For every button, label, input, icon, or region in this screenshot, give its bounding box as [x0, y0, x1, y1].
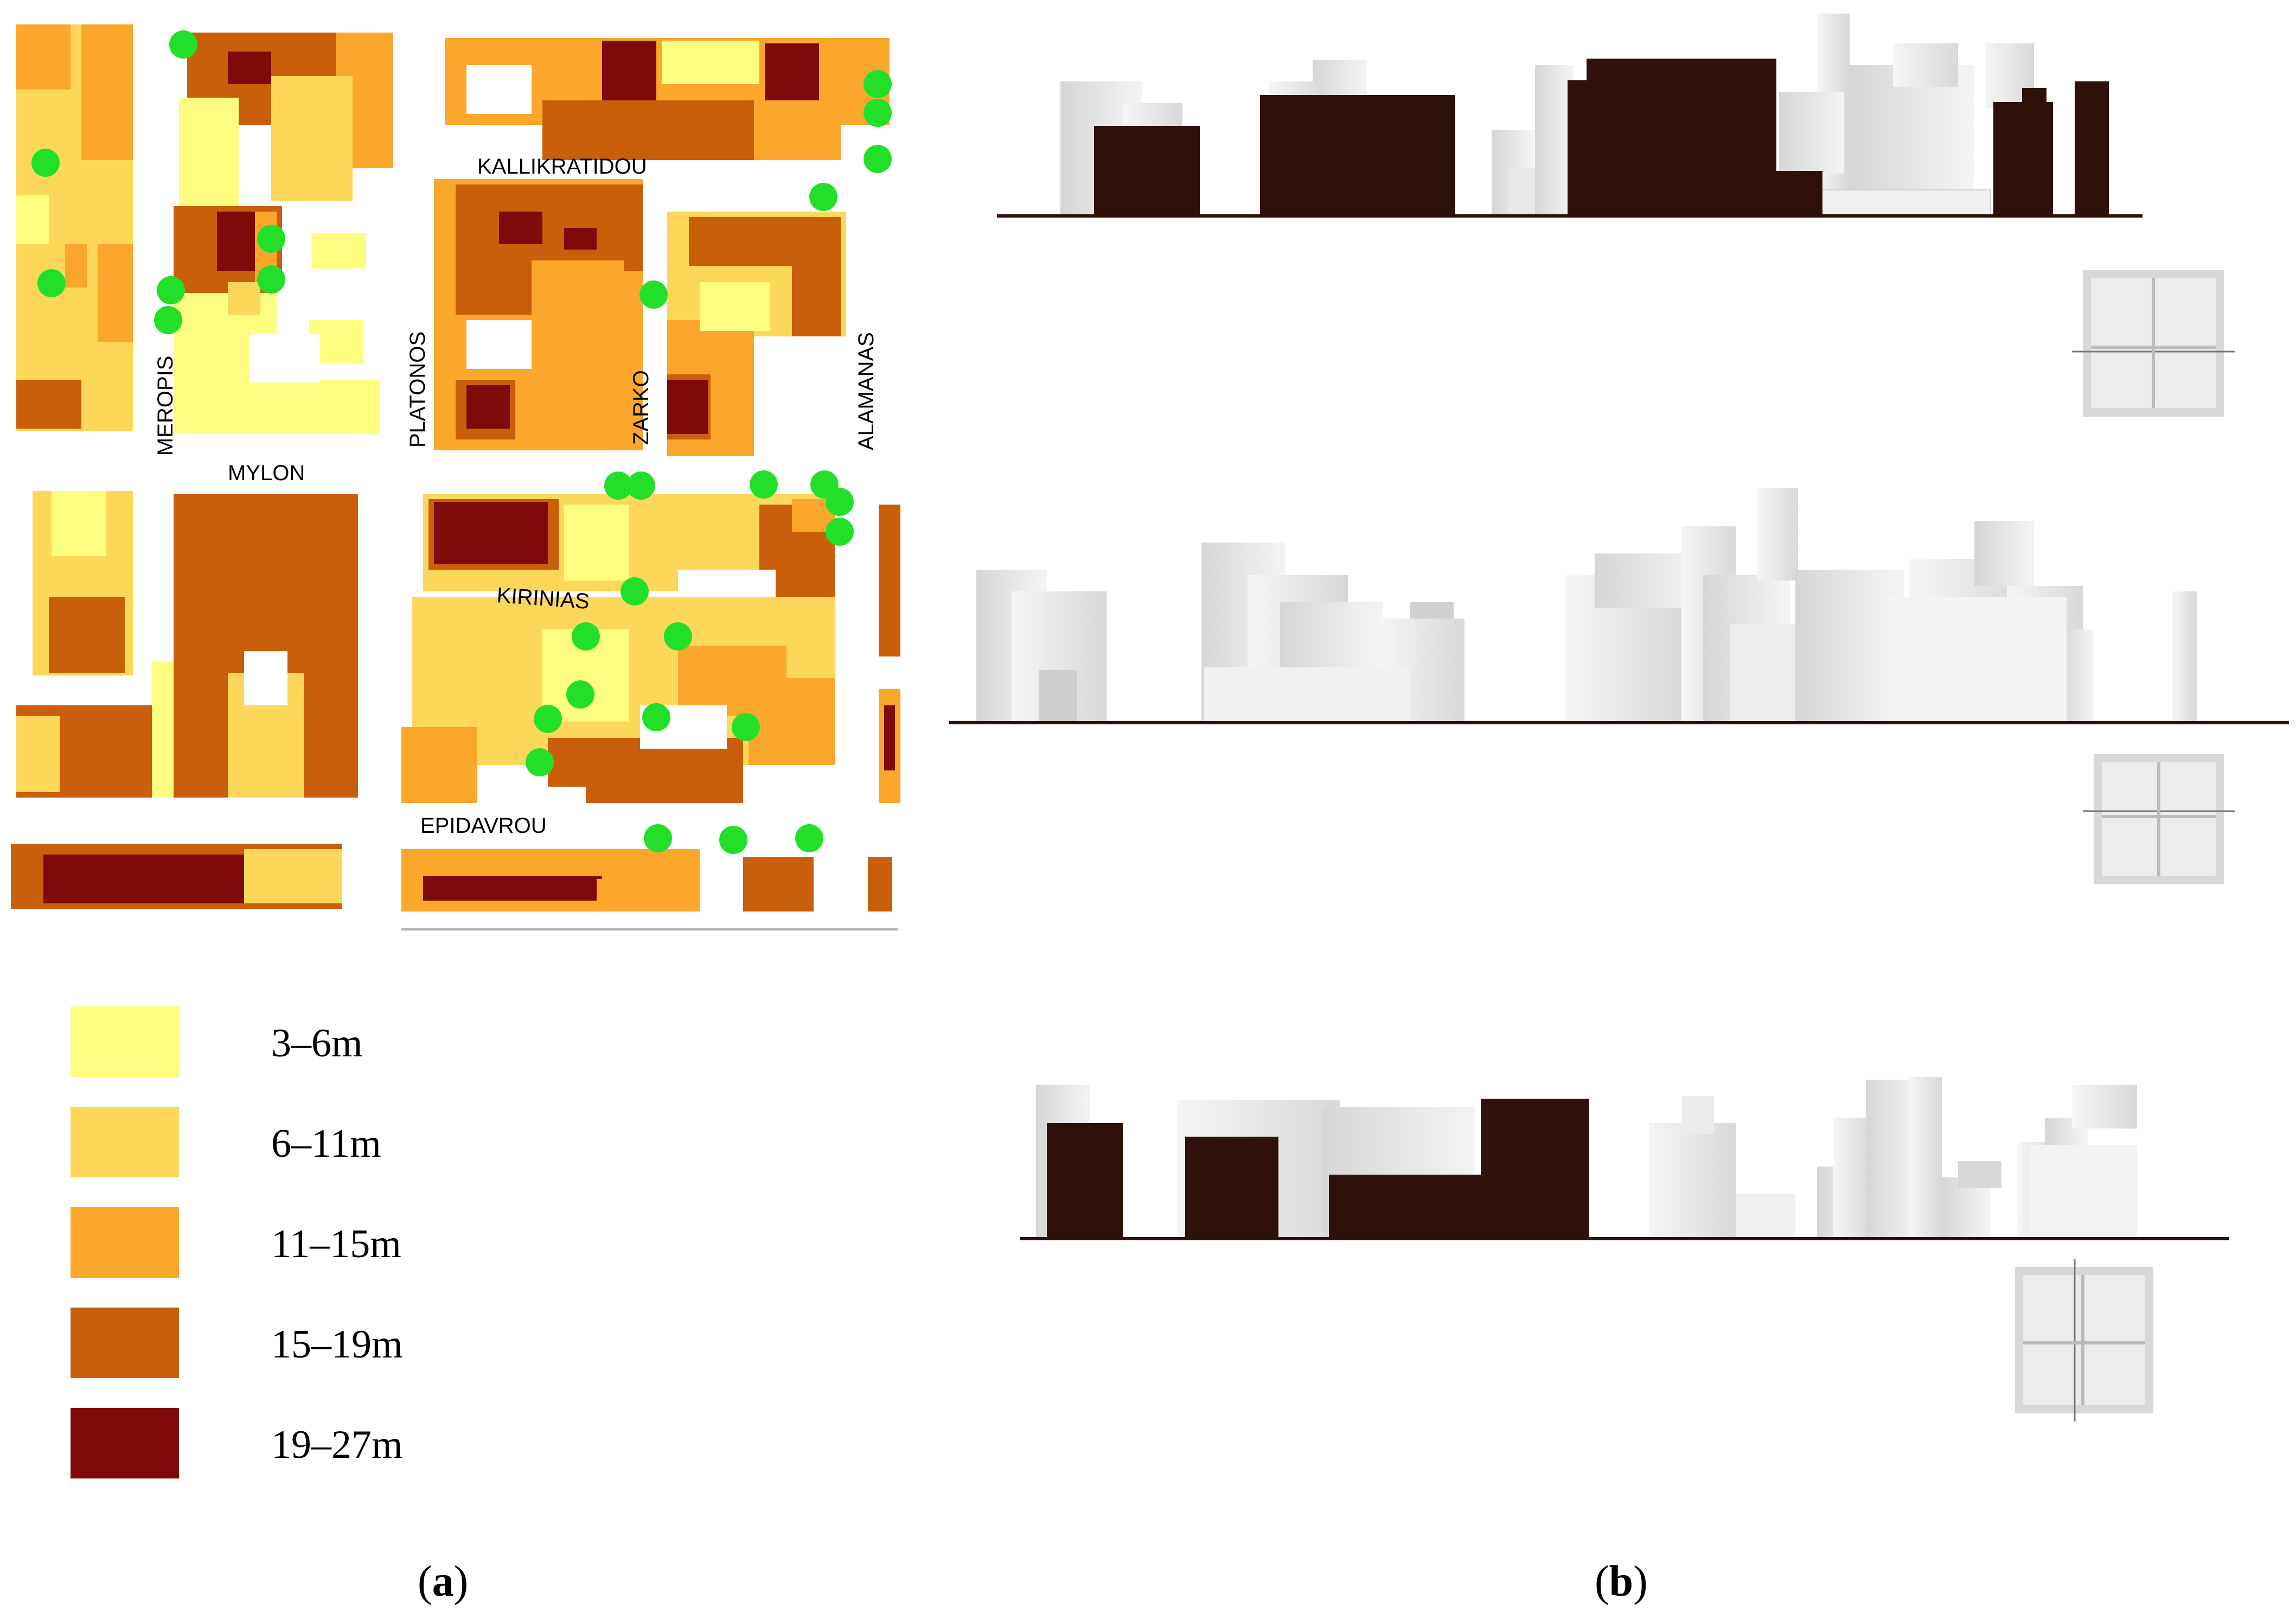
street-label-epidavrou: EPIDAVROU	[420, 814, 547, 838]
tree-dot	[864, 145, 892, 173]
section-3-key-plan	[2015, 1259, 2153, 1422]
tree-dot	[826, 488, 854, 516]
caption-b-open: (	[1595, 1558, 1609, 1605]
building-height-map: KALLIKRATIDOU MEROPIS PLATONOS ZARKO ALA…	[0, 0, 900, 933]
legend-label: 15–19m	[271, 1322, 403, 1367]
height-map-panel: KALLIKRATIDOU MEROPIS PLATONOS ZARKO ALA…	[0, 0, 900, 933]
legend-label: 19–27m	[271, 1423, 403, 1467]
tree-dot	[572, 622, 600, 651]
tree-dot	[257, 265, 285, 294]
block-nw	[16, 24, 133, 431]
height-legend: 3–6m 6–11m 11–15m 15–19m 19–27m	[71, 1006, 504, 1495]
section-2-key-plan	[2083, 754, 2235, 884]
tree-dot	[750, 470, 778, 499]
caption-a: (a)	[418, 1557, 468, 1607]
legend-label: 3–6m	[271, 1021, 363, 1066]
legend-swatch	[71, 1107, 179, 1177]
legend-label: 6–11m	[271, 1121, 381, 1166]
tree-dot	[644, 824, 672, 852]
section-1-key-plan	[2072, 270, 2235, 417]
section-3-highlight-buildings	[1047, 1099, 1589, 1237]
tree-dot	[639, 281, 668, 309]
block-kirinias	[423, 494, 900, 656]
caption-a-close: )	[453, 1558, 469, 1605]
caption-b-letter: b	[1609, 1558, 1634, 1605]
legend-label: 11–15m	[271, 1222, 401, 1266]
legend-item: 3–6m	[71, 1006, 504, 1077]
tree-dot	[604, 471, 632, 500]
tree-dot	[627, 471, 655, 500]
tree-dot	[642, 703, 670, 731]
street-sections-panel	[944, 0, 2296, 1619]
tree-dot	[864, 70, 892, 98]
tree-markers	[31, 30, 892, 854]
legend-swatch	[71, 1207, 179, 1278]
legend-swatch	[71, 1408, 179, 1478]
section-1	[997, 14, 2235, 417]
street-sections	[949, 14, 2289, 1422]
block-center	[434, 179, 643, 450]
street-label-alamanas: ALAMANAS	[854, 332, 878, 450]
block-n-center-left	[174, 33, 393, 434]
block-ne-top	[445, 38, 890, 160]
tree-dot	[526, 748, 554, 776]
caption-b-close: )	[1633, 1558, 1648, 1605]
tree-dot	[157, 276, 185, 304]
tree-dot	[621, 577, 649, 605]
tree-dot	[257, 225, 285, 253]
tree-dot	[37, 269, 66, 297]
tree-dot	[664, 622, 692, 651]
legend-item: 6–11m	[71, 1107, 504, 1177]
legend-swatch	[71, 1308, 179, 1378]
block-sw	[16, 491, 358, 798]
tree-dot	[169, 30, 197, 59]
block-east	[667, 212, 846, 456]
section-2	[949, 488, 2289, 884]
street-label-platonos: PLATONOS	[406, 332, 430, 448]
caption-a-letter: a	[432, 1558, 454, 1605]
tree-dot	[534, 705, 562, 733]
tree-dot	[154, 306, 182, 334]
tree-dot	[732, 713, 760, 741]
tree-dot	[31, 149, 60, 177]
street-label-kallikratidou: KALLIKRATIDOU	[477, 155, 647, 179]
street-label-zarko: ZARKO	[629, 370, 653, 445]
legend-item: 15–19m	[71, 1308, 504, 1378]
tree-dot	[809, 183, 837, 211]
street-label-mylon: MYLON	[228, 461, 305, 485]
legend-item: 19–27m	[71, 1408, 504, 1478]
legend-swatch	[71, 1006, 179, 1077]
tree-dot	[719, 826, 747, 854]
block-bottom	[11, 844, 898, 930]
caption-a-open: (	[418, 1558, 432, 1605]
section-1-highlight-buildings	[1094, 59, 2109, 214]
tree-dot	[826, 518, 854, 546]
section-3	[1020, 1077, 2229, 1422]
legend-item: 11–15m	[71, 1207, 504, 1278]
street-label-meropis: MEROPIS	[154, 356, 177, 456]
block-s-center	[401, 597, 900, 814]
caption-b: (b)	[1595, 1557, 1648, 1607]
tree-dot	[864, 99, 892, 127]
tree-dot	[795, 824, 823, 852]
tree-dot	[566, 680, 594, 709]
